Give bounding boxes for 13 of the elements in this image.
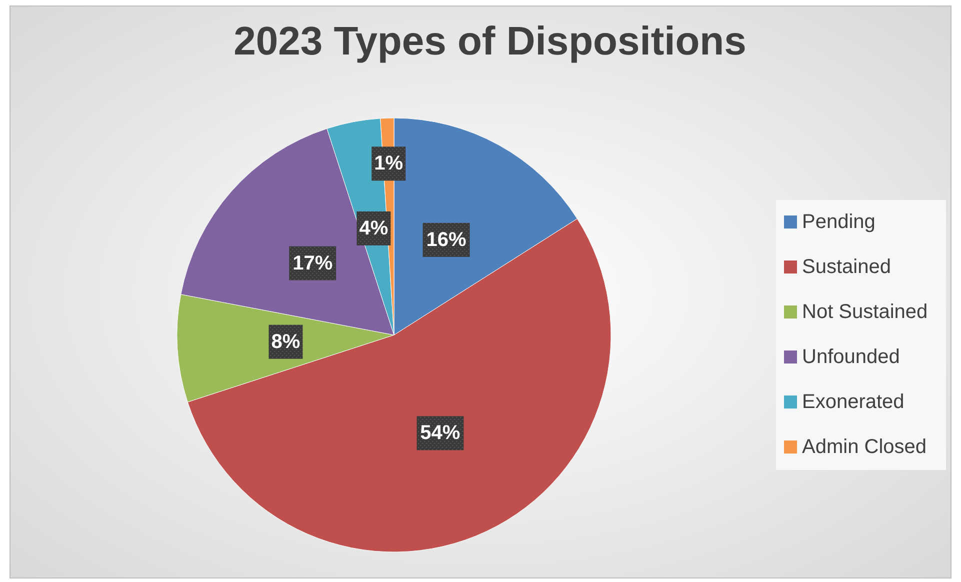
data-label: 8% <box>271 330 300 353</box>
legend-label: Exonerated <box>802 391 904 413</box>
data-label: 17% <box>292 252 333 274</box>
data-label: 16% <box>426 228 466 251</box>
legend-label: Admin Closed <box>802 436 927 458</box>
data-label: 1% <box>374 152 404 175</box>
slice-label: Sustained <box>802 256 891 278</box>
chart-title: 2023 Types of Dispositions <box>234 20 746 64</box>
data-label: 4% <box>359 217 388 240</box>
legend-label: Not Sustained <box>802 301 928 323</box>
legend-label: Pending <box>802 211 876 233</box>
data-label: 54% <box>420 422 460 444</box>
legend-label: Unfounded <box>802 346 900 368</box>
